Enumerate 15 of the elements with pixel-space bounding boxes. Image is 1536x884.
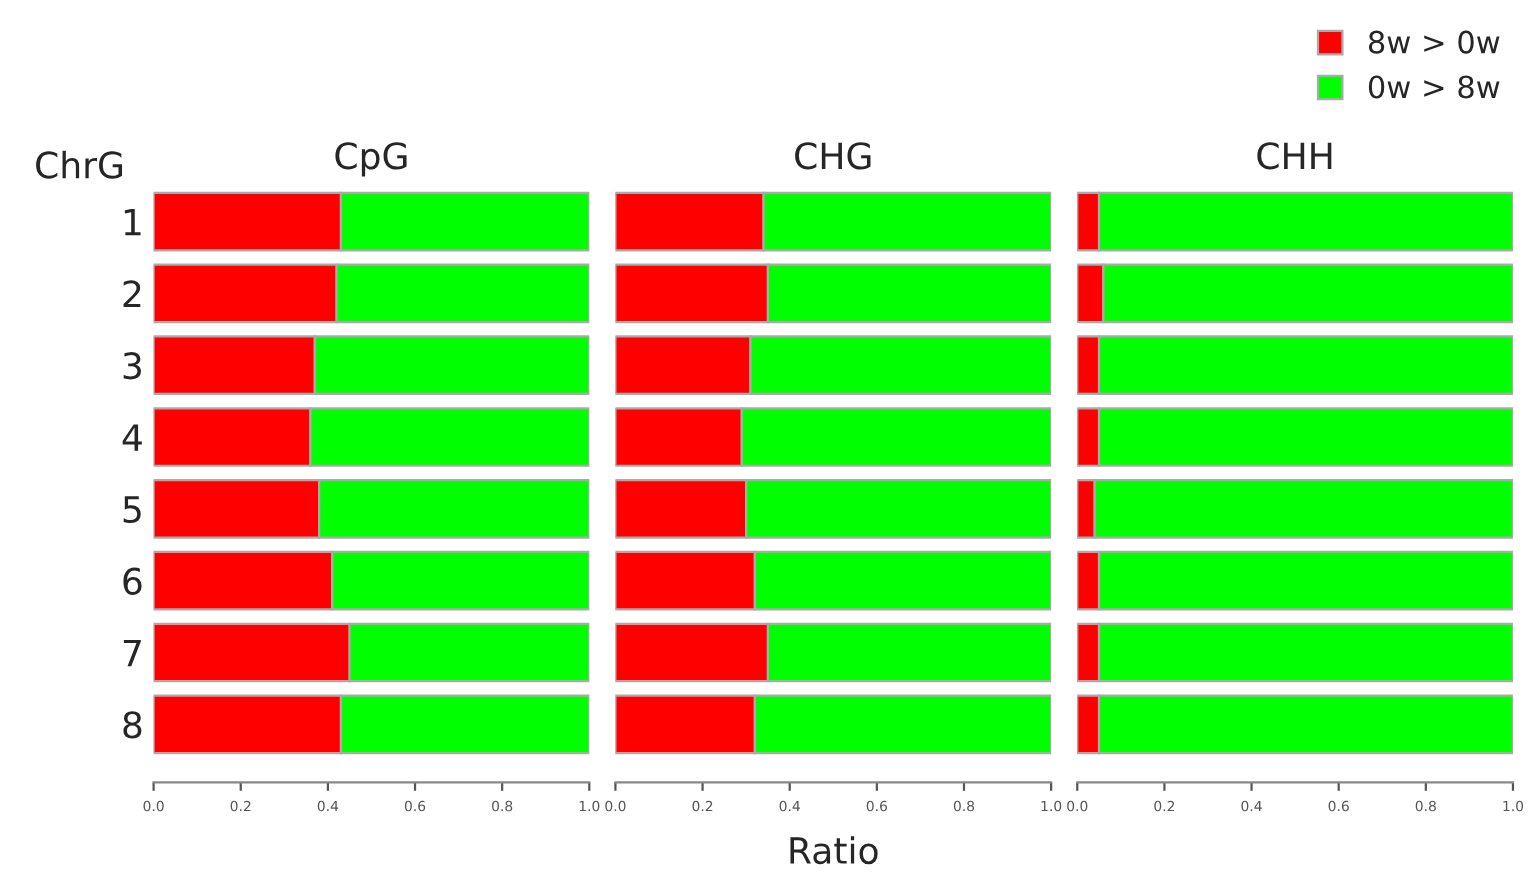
chart-title: CHG [795,142,871,170]
y-tick-label: 4 [122,424,142,451]
y-tick-label: 6 [123,567,142,595]
y-tick-label: 5 [123,496,141,524]
legend-label: 0w > 8w [1368,75,1500,99]
x-axis-title: Ratio [790,836,878,865]
y-tick-label: 3 [123,352,141,380]
y-tick-label: 7 [123,639,141,667]
legend-label: 8w > 0w [1368,30,1500,54]
chart-title: CpG [335,142,407,177]
y-tick-label: 2 [123,280,141,308]
chart-title: CHH [1257,142,1332,170]
y-axis-title: ChrG [36,150,123,179]
y-tick-label: 1 [124,208,141,236]
y-tick-label: 8 [123,711,142,739]
